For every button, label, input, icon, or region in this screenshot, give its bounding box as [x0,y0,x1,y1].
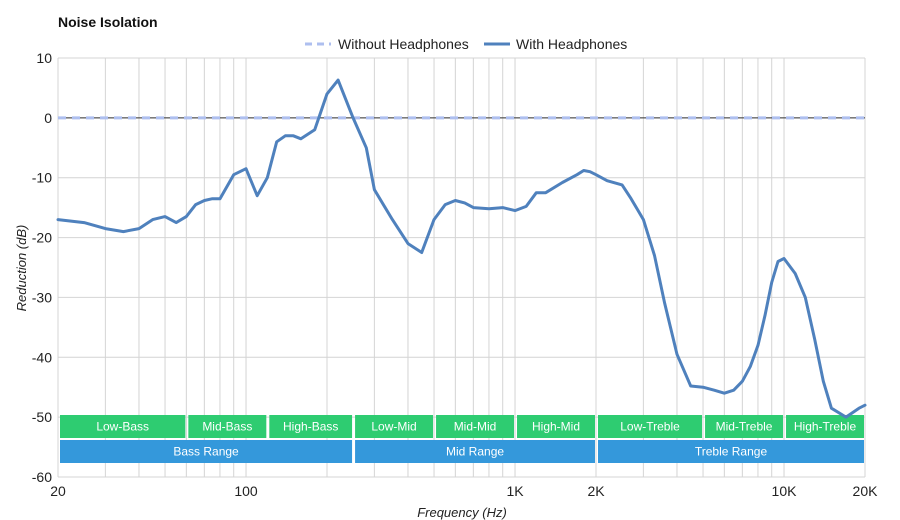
sub-band-label: Low-Treble [620,420,680,434]
y-tick-label: -10 [32,170,52,186]
range-band [355,440,595,463]
gridlines [57,57,866,478]
data-series [56,78,867,419]
range-band [598,440,864,463]
y-tick-label: -20 [32,230,52,246]
y-axis-label: Reduction (dB) [14,225,29,312]
y-tick-label: -50 [32,409,52,425]
legend-label-without-headphones: Without Headphones [338,36,469,52]
sub-band-label: Mid-Treble [716,420,773,434]
y-axis-ticks: 10 0 -10 -20 -30 -40 -50 -60 [32,50,52,485]
sub-band-label: High-Bass [283,420,338,434]
x-tick-label: 2K [587,483,605,499]
x-tick-label: 100 [234,483,258,499]
x-tick-label: 1K [506,483,524,499]
range-band-label: Treble Range [695,445,768,459]
legend-label-with-headphones: With Headphones [516,36,627,52]
sub-band-label: Mid-Mid [454,420,497,434]
sub-band [269,415,353,438]
sub-band [188,415,267,438]
x-axis-label: Frequency (Hz) [417,505,507,520]
x-tick-label: 20 [50,483,66,499]
sub-band [786,415,864,438]
range-band-label: Mid Range [446,445,504,459]
sub-band-label: Mid-Bass [202,420,252,434]
x-axis-ticks: 20 100 1K 2K 10K 20K [50,483,878,499]
x-tick-label: 20K [853,483,879,499]
sub-band [436,415,515,438]
sub-band-label: High-Treble [794,420,857,434]
with-headphones-line [56,78,867,419]
range-band-label: Bass Range [173,445,239,459]
legend: Without Headphones With Headphones [305,36,627,52]
sub-band [705,415,784,438]
y-tick-label: -60 [32,469,52,485]
y-tick-label: 0 [44,110,52,126]
sub-band [598,415,703,438]
x-tick-label: 10K [772,483,798,499]
sub-band-label: Low-Mid [371,420,416,434]
y-tick-label: 10 [36,50,52,66]
sub-band [60,415,186,438]
frequency-bands: Low-Bass Mid-Bass High-Bass Low-Mid Mid-Mid H… [60,415,864,463]
sub-band-label: High-Mid [532,420,580,434]
sub-band-label: Low-Bass [96,420,149,434]
sub-band [517,415,595,438]
y-tick-label: -30 [32,289,52,305]
y-tick-label: -40 [32,349,52,365]
chart-title: Noise Isolation [58,14,158,30]
sub-band [355,415,434,438]
range-band [60,440,353,463]
